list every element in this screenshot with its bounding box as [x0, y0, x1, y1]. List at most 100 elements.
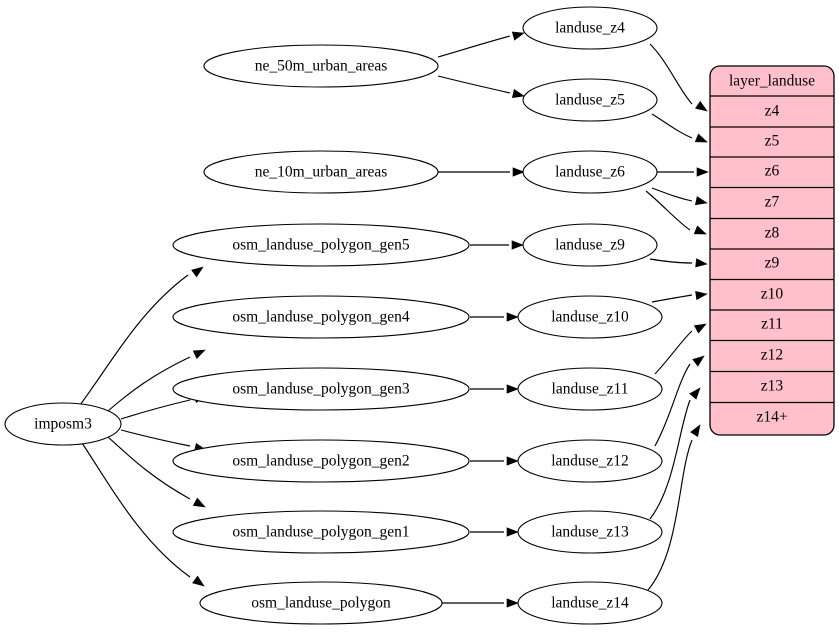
arrowhead-icon: [506, 527, 519, 537]
table-row-label: z10: [761, 286, 784, 303]
table-row-z6[interactable]: z6: [710, 156, 834, 180]
table-row-label: z4: [765, 103, 780, 120]
arrowhead-icon: [192, 575, 205, 587]
view-node-landuse_z11[interactable]: landuse_z11: [517, 367, 663, 411]
table-row-z5[interactable]: z5: [710, 126, 834, 150]
node-label: landuse_z9: [555, 237, 625, 254]
view-node-landuse_z4[interactable]: landuse_z4: [522, 6, 658, 50]
node-shape: [517, 510, 663, 554]
input-node-ne_10m_urban_areas[interactable]: ne_10m_urban_areas: [203, 150, 439, 194]
input-node-osm_landuse_polygon_gen5[interactable]: osm_landuse_polygon_gen5: [172, 223, 470, 267]
arrowhead-icon: [695, 258, 708, 268]
edge-ne_10m_urban_areas-to-landuse_z6: [438, 167, 525, 177]
view-node-landuse_z13[interactable]: landuse_z13: [517, 510, 663, 554]
node-shape: [172, 223, 470, 267]
node-label: osm_landuse_polygon_gen5: [232, 237, 410, 254]
edge-ne_50m_urban_areas-to-landuse_z4: [437, 31, 525, 58]
node-label: ne_50m_urban_areas: [255, 58, 388, 75]
table-node-layer: layer_landuse z4 z5 z6 z7 z8 z9 z10 z11 z12 z13 z14…: [709, 65, 835, 436]
edge-line: [651, 113, 693, 139]
edge-line: [79, 274, 189, 406]
arrowhead-icon: [506, 456, 519, 466]
table-row-z8[interactable]: z8: [710, 217, 834, 242]
edge-osm_landuse_polygon_gen2-to-landuse_z12: [470, 456, 519, 466]
arrowhead-icon: [694, 133, 708, 143]
table-body: [709, 65, 835, 436]
table-row-z12[interactable]: z12: [710, 339, 834, 364]
node-label: landuse_z12: [551, 453, 628, 470]
table-row-z7[interactable]: z7: [710, 186, 834, 211]
table-row-label: z14+: [756, 409, 787, 426]
input-node-osm_landuse_polygon_gen1[interactable]: osm_landuse_polygon_gen1: [172, 510, 470, 554]
arrowhead-icon: [511, 88, 525, 98]
table-row-label: z9: [765, 255, 780, 272]
edge-line: [649, 258, 693, 264]
input-node-osm_landuse_polygon_gen2[interactable]: osm_landuse_polygon_gen2: [172, 439, 470, 483]
table-row-label: z8: [765, 225, 780, 242]
arrowhead-icon: [512, 167, 525, 177]
edge-line: [81, 442, 191, 578]
edge-osm_landuse_polygon-to-landuse_z14: [442, 598, 519, 608]
arrowhead-icon: [695, 100, 708, 112]
edge-line: [437, 35, 511, 58]
node-label: landuse_z13: [551, 524, 629, 541]
edge-line: [107, 356, 191, 412]
view-node-landuse_z14[interactable]: landuse_z14: [517, 581, 663, 625]
edge-line: [647, 439, 693, 591]
view-node-landuse_z5[interactable]: landuse_z5: [522, 78, 658, 122]
table-row-z4[interactable]: z4: [765, 103, 780, 120]
edge-osm_landuse_polygon_gen5-to-landuse_z9: [470, 240, 524, 250]
input-node-ne_50m_urban_areas[interactable]: ne_50m_urban_areas: [203, 44, 439, 88]
view-node-landuse_z6[interactable]: landuse_z6: [522, 150, 658, 194]
node-shape: [172, 510, 470, 554]
table-row-z14plus[interactable]: z14+: [710, 401, 834, 426]
arrowhead-icon: [506, 312, 519, 322]
node-label: ne_10m_urban_areas: [255, 164, 388, 181]
table-node-layer_landuse[interactable]: layer_landuse z4 z5 z6 z7 z8 z9 z10 z11 z12 z13 z14…: [709, 65, 835, 436]
table-row-z13[interactable]: z13: [710, 370, 834, 395]
arrowhead-icon: [506, 384, 519, 394]
edge-landuse_z11-to-z11: [654, 323, 707, 375]
node-label: landuse_z6: [555, 164, 625, 181]
node-shape: [4, 402, 122, 446]
arrowhead-icon: [696, 167, 709, 177]
view-node-landuse_z10[interactable]: landuse_z10: [517, 295, 663, 339]
input-node-osm_landuse_polygon_gen3[interactable]: osm_landuse_polygon_gen3: [172, 367, 470, 411]
edge-line: [654, 363, 691, 447]
table-header-label: layer_landuse: [729, 73, 815, 90]
node-shape: [172, 439, 470, 483]
node-shape: [517, 295, 663, 339]
input-node-osm_landuse_polygon_gen4[interactable]: osm_landuse_polygon_gen4: [172, 295, 470, 339]
input-node-osm_landuse_polygon[interactable]: osm_landuse_polygon: [199, 581, 443, 625]
edge-line: [654, 330, 693, 375]
node-label: landuse_z4: [555, 20, 625, 37]
table-row-label: z12: [761, 347, 783, 364]
view-node-landuse_z12[interactable]: landuse_z12: [517, 439, 663, 483]
table-row-z11[interactable]: z11: [710, 309, 834, 333]
node-label: landuse_z11: [552, 381, 629, 398]
edge-landuse_z13-to-z13: [649, 387, 701, 520]
edge-imposm3-to-osm_landuse_polygon_gen4: [107, 349, 206, 412]
arrowhead-icon: [693, 225, 707, 235]
edge-landuse_z4-to-z4: [649, 43, 708, 112]
arrowhead-icon: [192, 497, 206, 508]
arrowhead-icon: [191, 266, 204, 278]
view-node-landuse_z9[interactable]: landuse_z9: [522, 223, 658, 267]
node-label: landuse_z5: [555, 92, 625, 109]
node-shape: [172, 367, 470, 411]
edge-landuse_z6-to-z7: [651, 187, 708, 206]
node-shape: [522, 78, 658, 122]
edges-layer: [79, 31, 709, 608]
node-shape: [203, 44, 439, 88]
node-label: osm_landuse_polygon_gen2: [232, 453, 409, 470]
source-node-imposm3[interactable]: imposm3: [4, 402, 122, 446]
node-label: osm_landuse_polygon_gen1: [232, 524, 409, 541]
edge-landuse_z12-to-z12: [654, 355, 705, 447]
edge-landuse_z6-to-z6: [657, 167, 709, 177]
arrowhead-icon: [511, 31, 525, 41]
table-row-z9[interactable]: z9: [710, 248, 834, 272]
node-shape: [517, 367, 663, 411]
edge-landuse_z5-to-z5: [651, 113, 708, 143]
table-row-z10[interactable]: z10: [710, 278, 834, 303]
